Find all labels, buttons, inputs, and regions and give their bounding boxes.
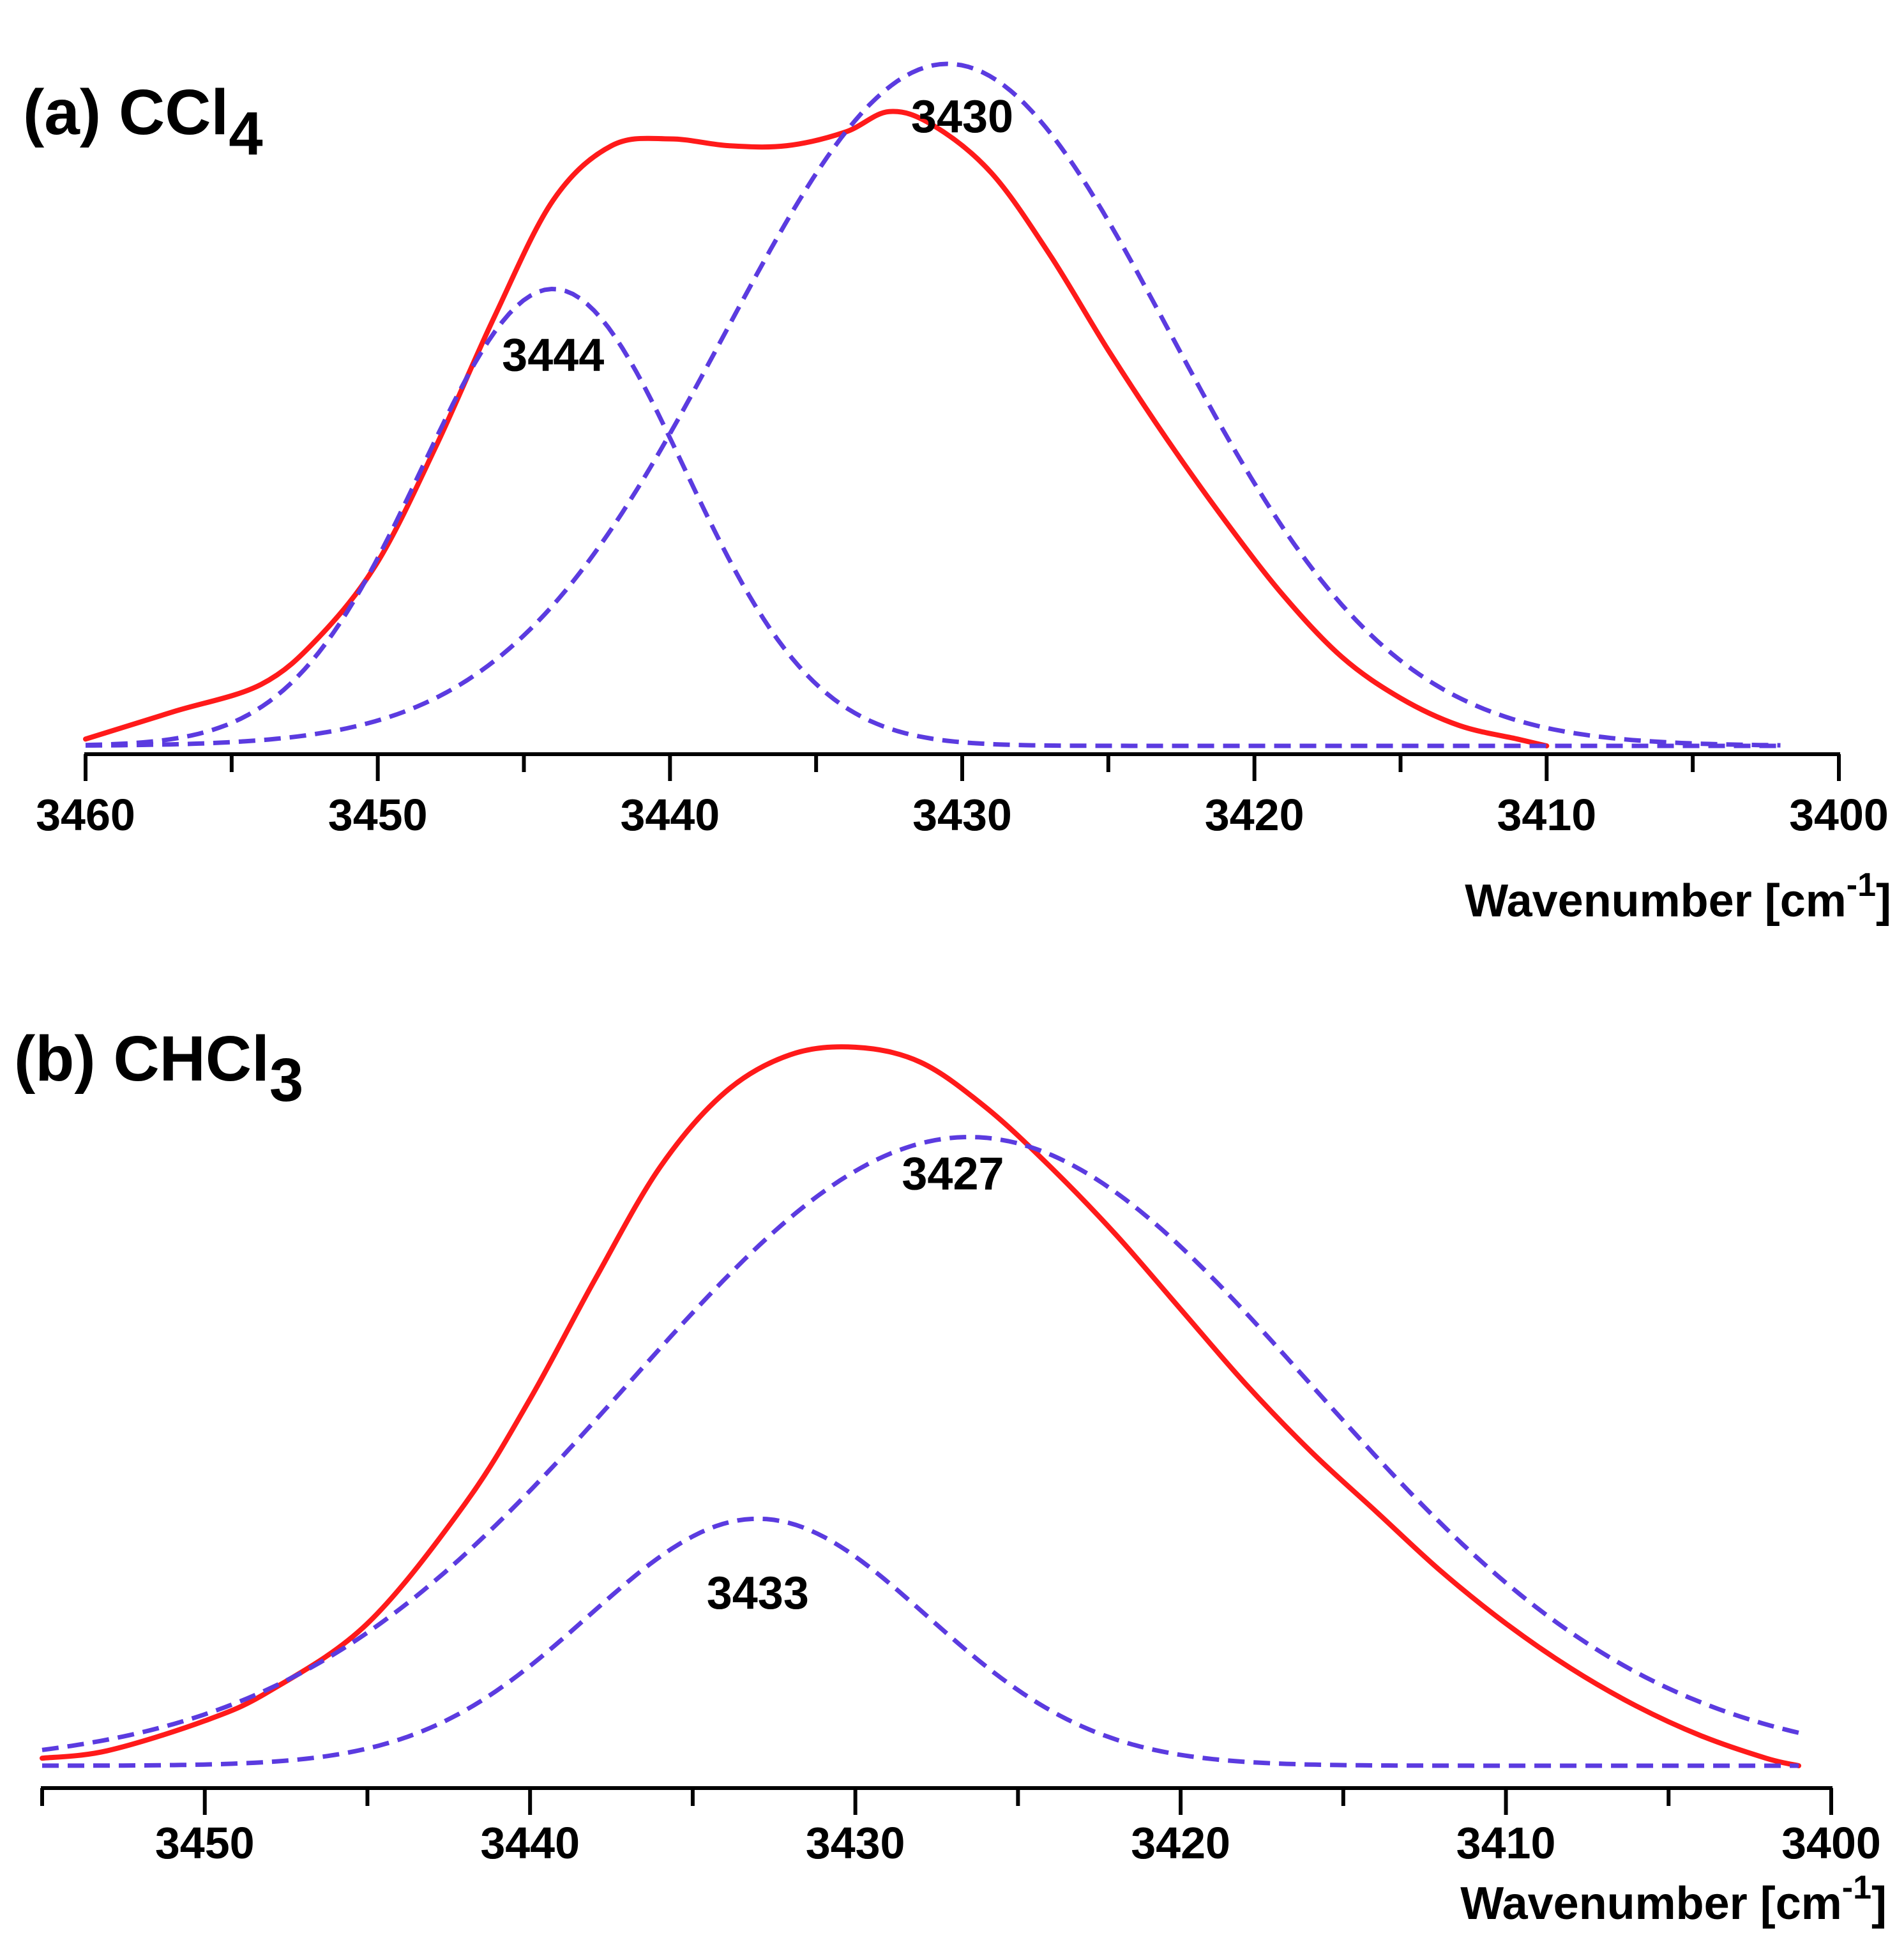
x-tick-label: 3440	[480, 1818, 580, 1868]
component-curve	[42, 1516, 1799, 1768]
envelope-curve	[83, 109, 1550, 748]
x-tick-label: 3430	[912, 790, 1012, 840]
peak-label: 3427	[902, 1149, 1004, 1200]
x-tick-label: 3410	[1456, 1818, 1556, 1868]
component-curve	[42, 1134, 1799, 1752]
x-tick-label: 3450	[328, 790, 428, 840]
panel-title: (a) CCl4	[23, 77, 263, 168]
x-tick-label: 3420	[1205, 790, 1304, 840]
x-tick-label: 3400	[1781, 1818, 1881, 1868]
x-tick-label: 3440	[620, 790, 720, 840]
x-tick-label: 3430	[806, 1818, 905, 1868]
peak-label: 3430	[911, 91, 1013, 142]
panel-a-ccl4: 3460 3450 3440 3430 3420 3410 3400 Wavenumber […	[23, 61, 1891, 927]
x-tick-label: 3420	[1131, 1818, 1230, 1868]
peak-label: 3444	[502, 330, 604, 381]
envelope-curve	[40, 1044, 1802, 1768]
x-tick-label: 3450	[155, 1818, 255, 1868]
x-axis-title: Wavenumber [cm-1]	[1465, 867, 1891, 927]
component-curve	[86, 61, 1781, 748]
peak-label: 3433	[707, 1568, 809, 1619]
panel-title: (b) CHCl3	[14, 1023, 303, 1114]
x-tick-label: 3410	[1497, 790, 1596, 840]
x-axis-title: Wavenumber [cm-1]	[1460, 1869, 1887, 1929]
x-tick-label: 3460	[36, 790, 135, 840]
component-curve	[85, 286, 1781, 748]
x-tick-label: 3400	[1789, 790, 1889, 840]
